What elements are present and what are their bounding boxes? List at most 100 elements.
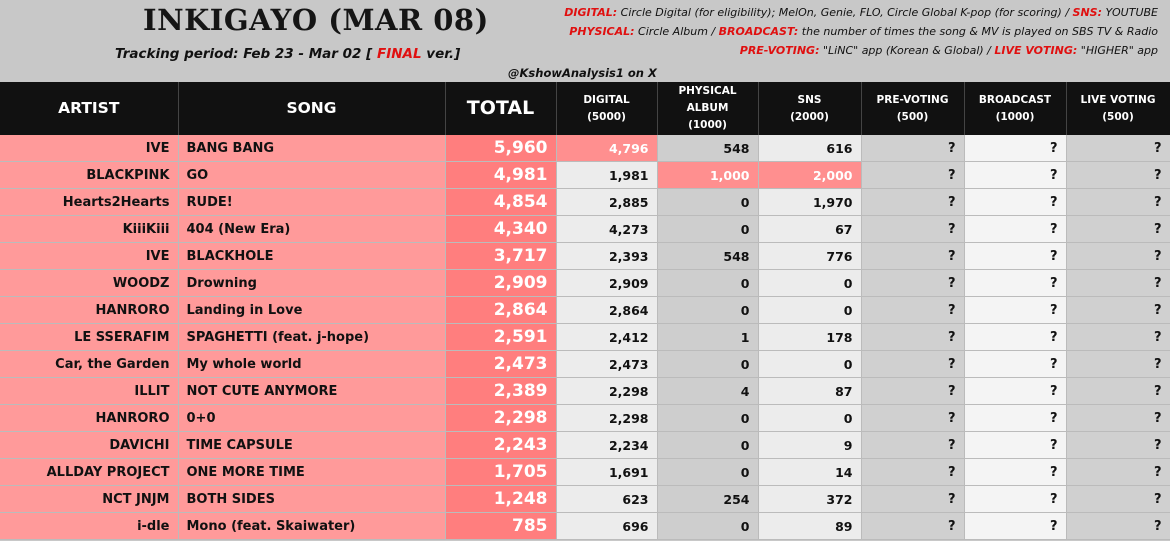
table-row: i-dle Mono (feat. Skaiwater) 785 696 0 89??? (0, 512, 1170, 540)
total-cell: 2,473 (445, 350, 557, 378)
col-header-physical: PHYSICAL ALBUM (1000) (657, 82, 759, 135)
artist-cell: BLACKPINK (0, 161, 179, 189)
col-header-max: (2000) (790, 110, 829, 123)
digital-cell: 623 (556, 485, 658, 513)
artist-cell: Hearts2Hearts (0, 188, 179, 216)
col-header-max: (1000) (995, 110, 1035, 123)
sns-cell: 0 (758, 350, 862, 378)
livevoting-cell: ? (1066, 350, 1170, 378)
song-cell: NOT CUTE ANYMORE (178, 377, 446, 405)
song-cell: Landing in Love (178, 296, 446, 324)
broadcast-label: BROADCAST: (718, 25, 799, 38)
digital-cell: 2,885 (556, 188, 658, 216)
broadcast-cell: ? (964, 188, 1067, 216)
col-header-label: BROADCAST (978, 93, 1052, 106)
table-row: IVE BANG BANG 5,960 4,796 548 616??? (0, 135, 1170, 162)
song-cell: RUDE! (178, 188, 446, 216)
livevoting-cell: ? (1066, 242, 1170, 270)
artist-cell: ILLIT (0, 377, 179, 405)
digital-cell: 4,273 (556, 215, 658, 243)
table-row: WOODZ Drowning 2,909 2,909 0 0??? (0, 269, 1170, 297)
digital-label: DIGITAL: (564, 6, 618, 19)
prevoting-cell: ? (861, 161, 965, 189)
col-header-prevoting: PRE-VOTING (500) (861, 82, 965, 135)
physical-cell: 548 (657, 242, 759, 270)
col-header-label: ALBUM (686, 102, 729, 114)
info-line-physical-broadcast: PHYSICAL: Circle Album / BROADCAST: the … (569, 25, 1158, 38)
prevoting-cell: ? (861, 377, 965, 405)
livevoting-text: "HIGHER" app (1077, 44, 1158, 57)
broadcast-cell: ? (964, 269, 1067, 297)
col-header-label: PHYSICAL (678, 85, 737, 97)
broadcast-cell: ? (964, 485, 1067, 513)
total-cell: 1,705 (445, 458, 557, 486)
total-cell: 4,340 (445, 215, 557, 243)
sns-cell: 9 (758, 431, 862, 459)
prevoting-cell: ? (861, 269, 965, 297)
physical-cell: 0 (657, 188, 759, 216)
song-cell: 0+0 (178, 404, 446, 432)
total-cell: 2,864 (445, 296, 557, 324)
prevoting-cell: ? (861, 431, 965, 459)
total-cell: 4,981 (445, 161, 557, 189)
table-header-row: ARTIST SONG TOTAL DIGITAL (5000) PHYSICAL… (0, 82, 1170, 135)
prevoting-text: "LiNC" app (Korean & Global) / (819, 44, 995, 57)
table-row: ALLDAY PROJECT ONE MORE TIME 1,705 1,691 0 14… (0, 458, 1170, 486)
artist-cell: i-dle (0, 512, 179, 540)
sns-cell: 372 (758, 485, 862, 513)
total-cell: 4,854 (445, 188, 557, 216)
prevoting-cell: ? (861, 323, 965, 351)
physical-cell: 0 (657, 296, 759, 324)
col-header-label: PRE-VOTING (876, 93, 949, 106)
sns-cell: 0 (758, 404, 862, 432)
broadcast-cell: ? (964, 458, 1067, 486)
digital-text: Circle Digital (for eligibility); MelOn,… (617, 6, 1073, 19)
page-title: INKIGAYO (MAR 08) (143, 3, 489, 37)
song-cell: TIME CAPSULE (178, 431, 446, 459)
broadcast-cell: ? (964, 512, 1067, 540)
digital-cell: 2,473 (556, 350, 658, 378)
broadcast-cell: ? (964, 161, 1067, 189)
sns-cell: 89 (758, 512, 862, 540)
sns-text: YOUTUBE (1102, 6, 1158, 19)
physical-cell: 0 (657, 431, 759, 459)
song-cell: ONE MORE TIME (178, 458, 446, 486)
source-handle: @KshowAnalysis1 on X (508, 66, 657, 80)
livevoting-cell: ? (1066, 135, 1170, 162)
broadcast-cell: ? (964, 350, 1067, 378)
col-header-artist: ARTIST (0, 82, 179, 135)
physical-cell: 0 (657, 350, 759, 378)
artist-cell: LE SSERAFIM (0, 323, 179, 351)
tracking-period: Tracking period: Feb 23 - Mar 02 [ FINAL… (115, 46, 460, 62)
table-row: DAVICHI TIME CAPSULE 2,243 2,234 0 9??? (0, 431, 1170, 459)
physical-cell: 4 (657, 377, 759, 405)
digital-cell: 2,393 (556, 242, 658, 270)
period-prefix: Tracking period: Feb 23 - Mar 02 [ (115, 46, 377, 62)
table-row: BLACKPINK GO 4,981 1,981 1,000 2,000??? (0, 161, 1170, 189)
broadcast-cell: ? (964, 404, 1067, 432)
artist-cell: HANRORO (0, 404, 179, 432)
livevoting-cell: ? (1066, 485, 1170, 513)
table-body: IVE BANG BANG 5,960 4,796 548 616??? BLACKPINK… (0, 135, 1170, 540)
table-row: HANRORO 0+0 2,298 2,298 0 0??? (0, 404, 1170, 432)
sns-cell: 776 (758, 242, 862, 270)
total-cell: 785 (445, 512, 557, 540)
artist-cell: HANRORO (0, 296, 179, 324)
livevoting-cell: ? (1066, 188, 1170, 216)
col-header-livevoting: LIVE VOTING (500) (1066, 82, 1170, 135)
table-row: ILLIT NOT CUTE ANYMORE 2,389 2,298 4 87??? (0, 377, 1170, 405)
digital-cell: 2,298 (556, 404, 658, 432)
col-header-max: (500) (896, 110, 929, 123)
sns-cell: 14 (758, 458, 862, 486)
physical-cell: 0 (657, 215, 759, 243)
prevoting-cell: ? (861, 296, 965, 324)
artist-cell: IVE (0, 242, 179, 270)
col-header-song: SONG (178, 82, 446, 135)
digital-cell: 2,909 (556, 269, 658, 297)
livevoting-cell: ? (1066, 215, 1170, 243)
artist-cell: WOODZ (0, 269, 179, 297)
digital-cell: 2,864 (556, 296, 658, 324)
artist-cell: NCT JNJM (0, 485, 179, 513)
table-row: IVE BLACKHOLE 3,717 2,393 548 776??? (0, 242, 1170, 270)
digital-cell: 2,298 (556, 377, 658, 405)
